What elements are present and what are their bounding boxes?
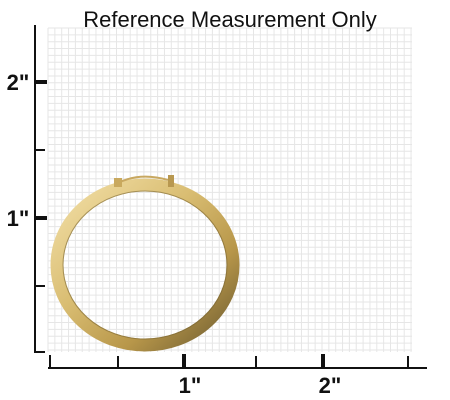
title: Reference Measurement Only xyxy=(83,7,376,32)
hoop-earring xyxy=(50,175,240,352)
x-label: 2" xyxy=(319,373,342,398)
y-label: 1" xyxy=(7,206,30,231)
x-label: 1" xyxy=(179,373,202,398)
ticks xyxy=(35,80,409,368)
y-label: 2" xyxy=(7,70,30,95)
